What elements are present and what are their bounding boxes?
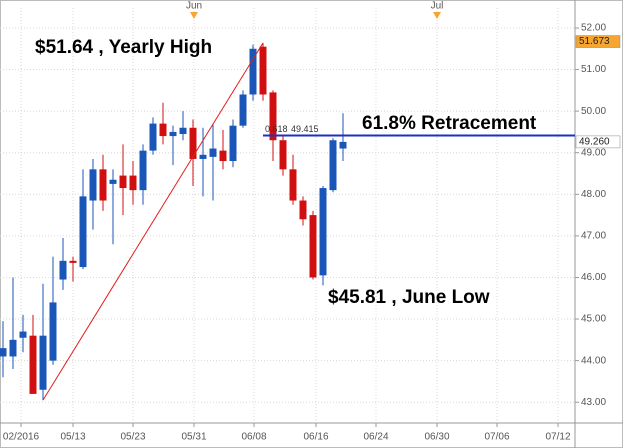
candle-body — [249, 48, 257, 95]
candle-body — [39, 335, 47, 390]
candle-body — [59, 260, 67, 280]
candle-body — [129, 175, 137, 191]
candle-body — [319, 188, 327, 276]
x-tick-label: 06/30 — [424, 432, 449, 443]
x-tick-label: 07/06 — [484, 432, 509, 443]
y-tick-label: 50.00 — [581, 106, 606, 117]
price-badge-label: 49.260 — [579, 137, 610, 148]
y-tick-label: 45.00 — [581, 314, 606, 325]
annotation: $51.64 , Yearly High — [35, 37, 212, 58]
x-tick-label: 05/13 — [60, 432, 85, 443]
price-badge — [575, 135, 621, 149]
x-tick-label: 05/23 — [120, 432, 145, 443]
candle-body — [49, 302, 57, 361]
fib-trend-line — [42, 42, 264, 401]
candle-body — [109, 179, 117, 184]
candle-body — [9, 339, 17, 357]
x-tick-label: 06/16 — [303, 432, 328, 443]
y-tick-label: 49.00 — [581, 147, 606, 158]
month-marker — [433, 12, 441, 19]
y-tick-label: 46.00 — [581, 272, 606, 283]
candle-body — [269, 92, 277, 141]
candle-body — [259, 46, 267, 95]
candle-body — [209, 148, 217, 157]
annotation: $45.81 , June Low — [328, 287, 490, 308]
candle-body — [309, 215, 317, 278]
candle-body — [69, 260, 77, 263]
grid — [0, 8, 575, 423]
candle-body — [299, 200, 307, 220]
candle-body — [89, 169, 97, 201]
y-tick-label: 52.00 — [581, 23, 606, 34]
x-tick-label: 02/2016 — [3, 432, 40, 443]
candle-body — [19, 331, 27, 338]
annotation: 61.8% Retracement — [362, 113, 537, 134]
y-tick-label: 47.00 — [581, 231, 606, 242]
candle-body — [79, 196, 87, 268]
candle-body — [179, 127, 187, 134]
candle-body — [329, 140, 337, 191]
x-tick-label: 06/24 — [363, 432, 388, 443]
y-tick-label: 44.00 — [581, 355, 606, 366]
candle-body — [29, 335, 37, 394]
candle-body — [0, 348, 7, 357]
month-marker — [190, 12, 198, 19]
candle-body — [239, 94, 247, 126]
month-label: Jul — [431, 1, 444, 12]
fib-value-label: 49.415 — [291, 124, 319, 134]
candle-body — [119, 175, 127, 189]
x-tick-label: 06/08 — [241, 432, 266, 443]
candle-body — [339, 141, 347, 149]
price-badge-label: 51.673 — [579, 36, 610, 47]
x-tick-label: 07/12 — [545, 432, 570, 443]
month-label: Jun — [186, 1, 202, 12]
candle-body — [159, 123, 167, 137]
candle-body — [279, 140, 287, 170]
fib-ratio-label: 0.618 — [265, 124, 288, 134]
candle-body — [149, 123, 157, 151]
candle-body — [199, 154, 207, 159]
candle-body — [139, 150, 147, 191]
x-tick-label: 05/31 — [181, 432, 206, 443]
y-tick-label: 43.00 — [581, 397, 606, 408]
plot — [0, 42, 575, 401]
candle-body — [169, 131, 177, 137]
y-tick-label: 51.00 — [581, 64, 606, 75]
candle-body — [99, 169, 107, 201]
candle-body — [219, 150, 227, 162]
candle-body — [289, 169, 297, 201]
candle-body — [229, 125, 237, 162]
candle-body — [189, 127, 197, 159]
y-tick-label: 48.00 — [581, 189, 606, 200]
price-badge — [575, 35, 621, 48]
